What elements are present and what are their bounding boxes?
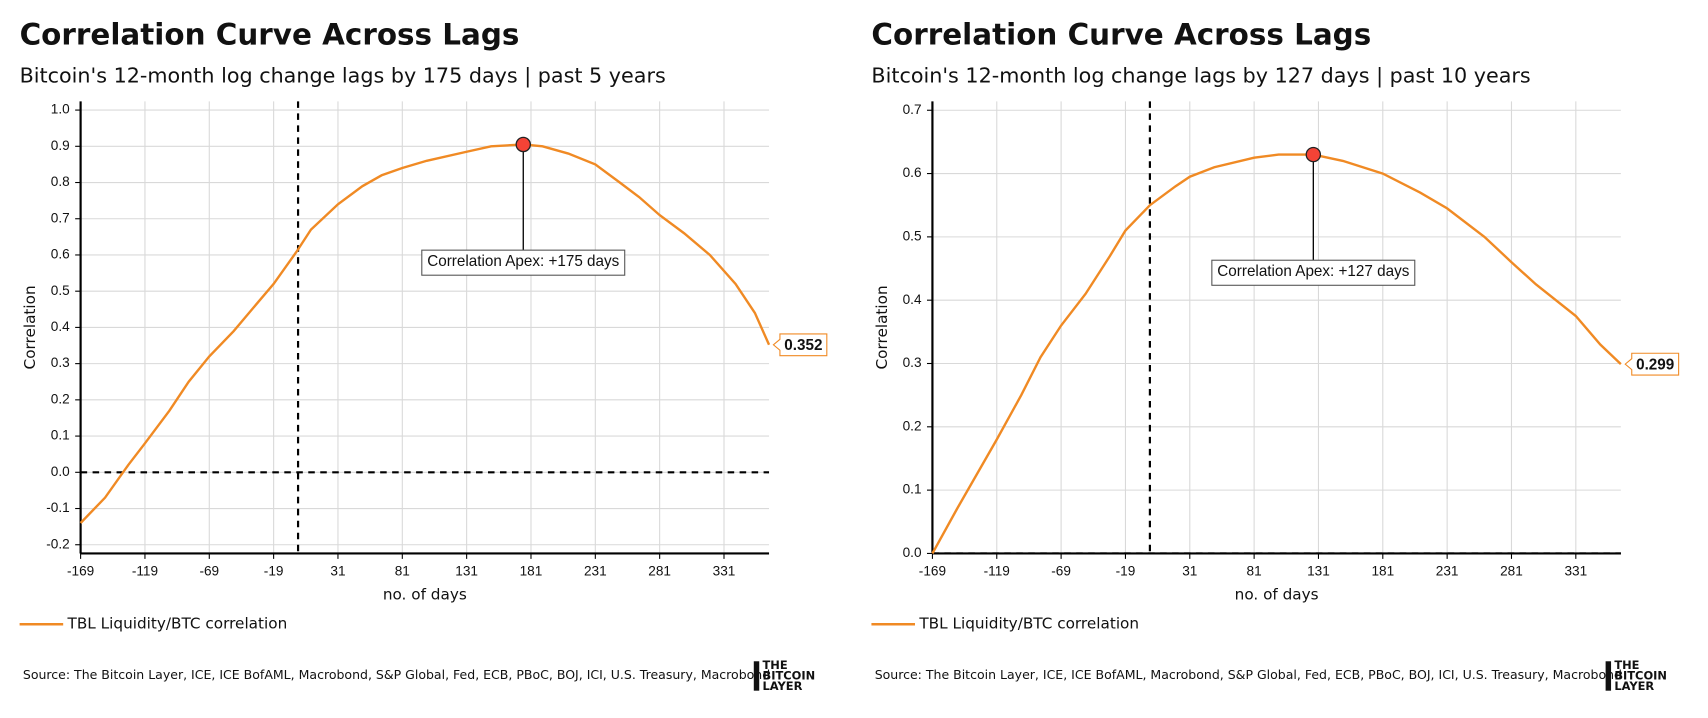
- x-tick-label: -119: [132, 564, 158, 579]
- y-tick-label: 0.3: [51, 355, 70, 370]
- end-label-box: [772, 333, 828, 357]
- x-tick-label: -19: [264, 564, 284, 579]
- logo-text: BITCOIN: [763, 668, 816, 682]
- y-tick-label: 0.3: [903, 355, 922, 370]
- chart-subtitle: Bitcoin's 12-month log change lags by 12…: [871, 63, 1530, 88]
- end-label-box: [1624, 352, 1680, 376]
- x-tick-label: 81: [1247, 564, 1262, 579]
- x-axis-label: no. of days: [383, 585, 467, 603]
- logo-text: THE: [763, 658, 788, 672]
- x-tick-label: 331: [1564, 564, 1587, 579]
- y-tick-label: 0.6: [51, 247, 70, 262]
- y-axis-label: Correlation: [873, 285, 891, 369]
- y-tick-label: 0.2: [51, 391, 70, 406]
- y-tick-label: 0.0: [51, 464, 70, 479]
- x-tick-label: 81: [395, 564, 410, 579]
- series-line: [79, 143, 771, 524]
- x-tick-label: 131: [455, 564, 478, 579]
- y-tick-label: 0.0: [903, 545, 922, 560]
- y-tick-label: 0.9: [51, 138, 70, 153]
- y-tick-label: 0.7: [903, 102, 922, 117]
- x-tick-label: -169: [67, 564, 94, 579]
- logo-text: BITCOIN: [1614, 668, 1667, 682]
- x-tick-label: 281: [648, 564, 671, 579]
- x-axis-label: no. of days: [1235, 585, 1319, 603]
- x-tick-label: 231: [584, 564, 607, 579]
- chart-panel: Correlation Curve Across Lags Bitcoin's 1…: [19, 18, 828, 693]
- x-tick-label: -69: [1051, 564, 1071, 579]
- logo-text: THE: [1614, 658, 1639, 672]
- x-tick-label: 131: [1307, 564, 1330, 579]
- annotation-text: Correlation Apex: +175 days: [427, 253, 619, 270]
- end-label: 0.352: [772, 333, 828, 357]
- x-tick-label: -169: [919, 564, 946, 579]
- series-line: [931, 153, 1622, 555]
- annotation-box: [421, 249, 626, 276]
- x-tick-label: -119: [984, 564, 1010, 579]
- y-tick-label: -0.2: [46, 536, 69, 551]
- legend-label: TBL Liquidity/BTC correlation: [918, 615, 1139, 633]
- chart-title: Correlation Curve Across Lags: [20, 18, 520, 52]
- y-tick-label: 0.4: [51, 319, 70, 334]
- y-tick-label: 0.1: [903, 482, 922, 497]
- y-tick-label: -0.1: [46, 500, 69, 515]
- chart-title: Correlation Curve Across Lags: [871, 18, 1371, 52]
- annotation-box: [1211, 259, 1416, 286]
- x-tick-label: 281: [1500, 564, 1523, 579]
- logo-text: LAYER: [763, 679, 803, 693]
- logo-bar: [1605, 661, 1612, 691]
- y-tick-label: 0.2: [903, 418, 922, 433]
- y-tick-label: 0.7: [51, 210, 70, 225]
- source-note: Source: The Bitcoin Layer, ICE, ICE BofA…: [23, 667, 770, 682]
- logo-text: LAYER: [1614, 679, 1654, 693]
- x-tick-label: 31: [1182, 564, 1197, 579]
- y-tick-label: 0.5: [903, 228, 922, 243]
- x-tick-label: 31: [330, 564, 345, 579]
- chart-panel: Correlation Curve Across Lags Bitcoin's 1…: [871, 18, 1680, 693]
- end-label-text: 0.352: [784, 337, 822, 354]
- y-tick-label: 0.5: [51, 283, 70, 298]
- source-note: Source: The Bitcoin Layer, ICE, ICE BofA…: [875, 667, 1622, 682]
- y-tick-label: 0.1: [51, 428, 70, 443]
- end-label-text: 0.299: [1636, 356, 1674, 373]
- y-tick-label: 0.8: [51, 174, 70, 189]
- x-tick-label: 181: [1371, 564, 1394, 579]
- end-label: 0.299: [1624, 352, 1680, 376]
- y-tick-label: 0.6: [903, 165, 922, 180]
- y-tick-label: 1.0: [51, 102, 70, 117]
- x-tick-label: -19: [1116, 564, 1136, 579]
- legend-label: TBL Liquidity/BTC correlation: [67, 615, 288, 633]
- y-axis-label: Correlation: [21, 285, 39, 369]
- chart-subtitle: Bitcoin's 12-month log change lags by 17…: [20, 63, 666, 88]
- x-tick-label: 331: [713, 564, 736, 579]
- x-tick-label: -69: [199, 564, 219, 579]
- apex-marker: [515, 136, 531, 153]
- logo-bar: [753, 661, 760, 691]
- annotation-text: Correlation Apex: +127 days: [1217, 263, 1409, 280]
- y-tick-label: 0.4: [903, 292, 922, 307]
- apex-marker: [1305, 146, 1322, 163]
- x-tick-label: 231: [1436, 564, 1459, 579]
- x-tick-label: 181: [520, 564, 543, 579]
